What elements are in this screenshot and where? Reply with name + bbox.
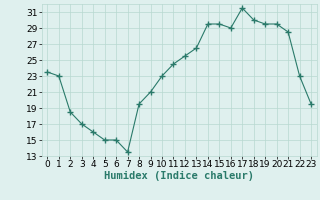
X-axis label: Humidex (Indice chaleur): Humidex (Indice chaleur) [104,171,254,181]
